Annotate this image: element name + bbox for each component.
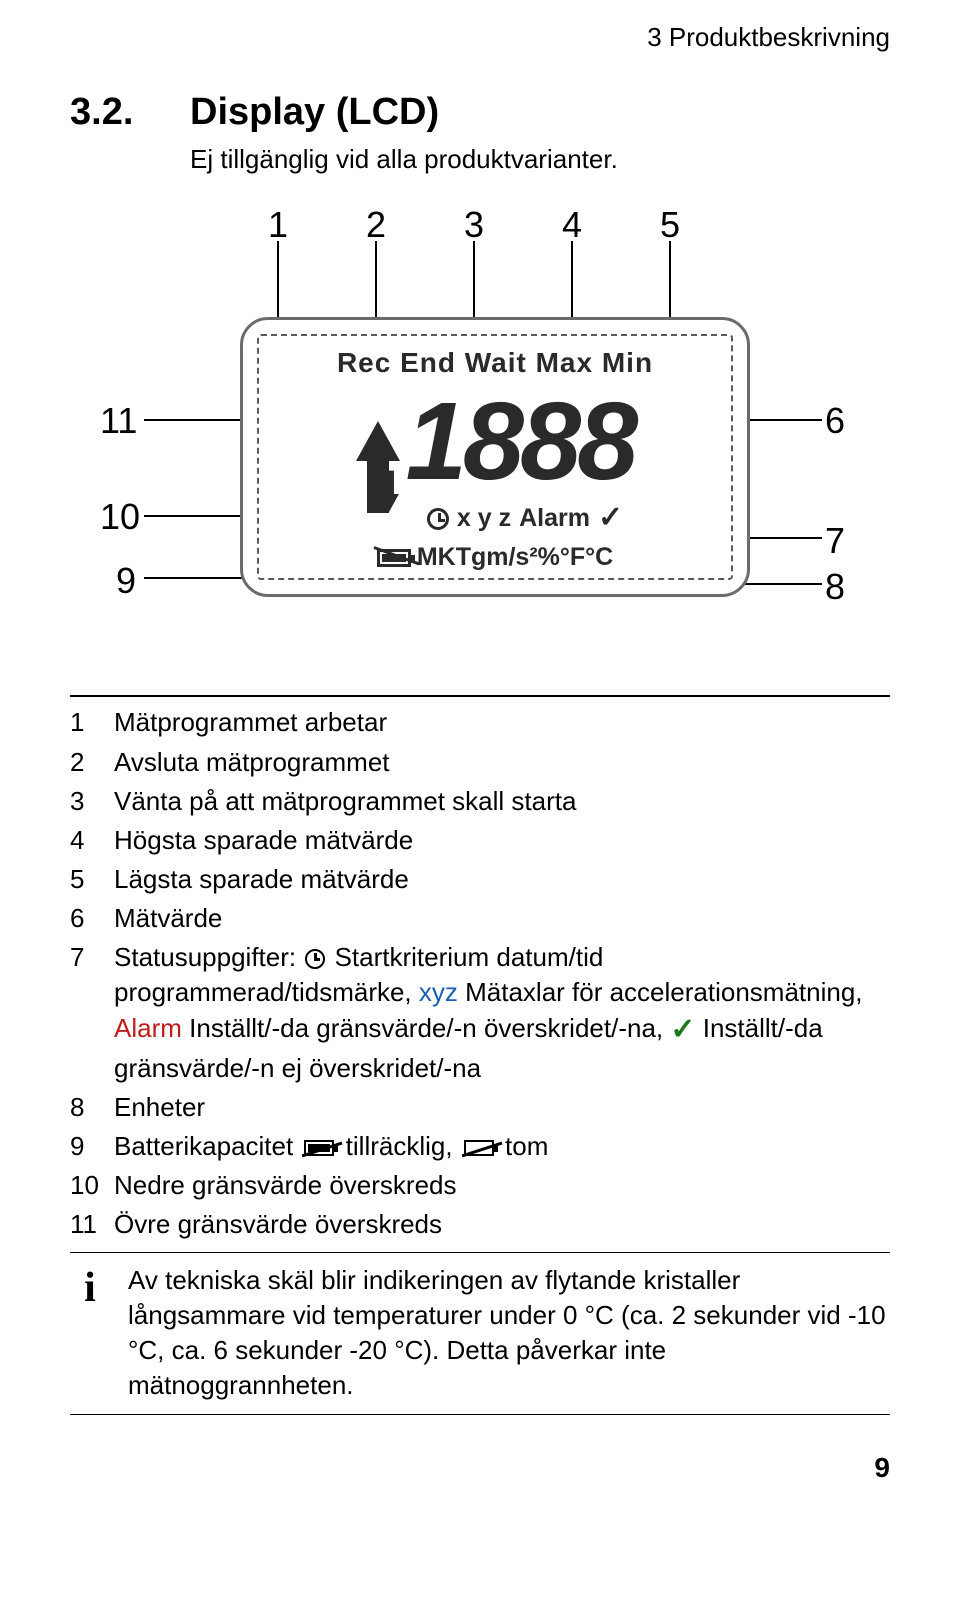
check-icon: ✓ <box>598 498 623 539</box>
lcd-diagram: 1 2 3 4 5 6 7 8 11 10 9 Rec End Wait Max… <box>70 197 890 677</box>
legend-text: Mätprogrammet arbetar <box>114 705 890 740</box>
lcd-xyz: x y z <box>457 502 511 536</box>
legend-num: 6 <box>70 901 114 936</box>
legend-item: 2 Avsluta mätprogrammet <box>70 745 890 780</box>
lcd-units: MKTgm/s²%°F°C <box>417 541 613 575</box>
legend-item: 10 Nedre gränsvärde överskreds <box>70 1168 890 1203</box>
legend-text: Övre gränsvärde överskreds <box>114 1207 890 1242</box>
legend-text: Batterikapacitet tillräcklig, tom <box>114 1129 890 1164</box>
info-text: Av tekniska skäl blir indikeringen av fl… <box>128 1263 890 1403</box>
section-title: Display (LCD) <box>190 91 439 133</box>
lcd-digit-row: 1888 <box>271 386 719 496</box>
legend-text: Mätvärde <box>114 901 890 936</box>
legend-num: 10 <box>70 1168 114 1203</box>
legend-item: 5 Lägsta sparade mätvärde <box>70 862 890 897</box>
section-heading: 3.2.Display (LCD) <box>70 87 890 138</box>
down-arrow-icon <box>379 494 399 512</box>
lcd-alarm: Alarm <box>519 502 590 536</box>
legend-num: 8 <box>70 1090 114 1125</box>
battery-icon <box>377 549 411 567</box>
clock-icon <box>305 949 325 969</box>
legend-item: 1 Mätprogrammet arbetar <box>70 705 890 740</box>
section-number: 3.2. <box>70 87 190 138</box>
legend-num: 4 <box>70 823 114 858</box>
divider <box>70 1414 890 1415</box>
info-note: i Av tekniska skäl blir indikeringen av … <box>70 1263 890 1403</box>
legend-num: 3 <box>70 784 114 819</box>
page-number: 9 <box>70 1449 890 1487</box>
legend-item: 8 Enheter <box>70 1090 890 1125</box>
battery-empty-icon <box>464 1140 494 1156</box>
legend-item: 11 Övre gränsvärde överskreds <box>70 1207 890 1242</box>
legend-item: 3 Vänta på att mätprogrammet skall start… <box>70 784 890 819</box>
legend-text: Enheter <box>114 1090 890 1125</box>
legend-text: Vänta på att mätprogrammet skall starta <box>114 784 890 819</box>
callout-8: 8 <box>825 563 845 612</box>
legend-text: Högsta sparade mätvärde <box>114 823 890 858</box>
legend: 1 Mätprogrammet arbetar 2 Avsluta mätpro… <box>70 705 890 1242</box>
legend-num: 9 <box>70 1129 114 1164</box>
callout-11: 11 <box>100 397 137 446</box>
legend-num: 1 <box>70 705 114 740</box>
legend-text: Statusuppgifter: Startkriterium datum/ti… <box>114 940 890 1086</box>
legend-text: Lägsta sparade mätvärde <box>114 862 890 897</box>
page-header: 3 Produktbeskrivning <box>70 20 890 55</box>
divider <box>70 1252 890 1253</box>
alarm-label: Alarm <box>114 1013 182 1043</box>
legend-num: 7 <box>70 940 114 1086</box>
battery-full-icon <box>304 1140 334 1156</box>
legend-num: 5 <box>70 862 114 897</box>
check-icon: ✓ <box>670 1013 695 1046</box>
lcd-frame: Rec End Wait Max Min 1888 x y z Alarm ✓ … <box>240 317 750 597</box>
legend-item: 4 Högsta sparade mätvärde <box>70 823 890 858</box>
lcd-digits: 1888 <box>406 392 635 491</box>
lcd-bottom-row: MKTgm/s²%°F°C <box>271 541 719 575</box>
info-icon: i <box>70 1267 110 1403</box>
legend-item: 6 Mätvärde <box>70 901 890 936</box>
callout-10: 10 <box>100 493 140 542</box>
clock-icon <box>427 508 449 530</box>
callout-7: 7 <box>825 517 845 566</box>
legend-text: Avsluta mätprogrammet <box>114 745 890 780</box>
section-subtitle: Ej tillgänglig vid alla produktvarianter… <box>190 142 890 177</box>
lcd-status-row: Rec End Wait Max Min <box>271 344 719 382</box>
legend-item: 9 Batterikapacitet tillräcklig, tom <box>70 1129 890 1164</box>
legend-text: Nedre gränsvärde överskreds <box>114 1168 890 1203</box>
legend-num: 2 <box>70 745 114 780</box>
callout-6: 6 <box>825 397 845 446</box>
lcd-mid-row: x y z Alarm ✓ <box>271 498 719 539</box>
lcd-inner: Rec End Wait Max Min 1888 x y z Alarm ✓ … <box>257 334 733 580</box>
legend-num: 11 <box>70 1207 114 1242</box>
xyz-label: xyz <box>419 977 458 1007</box>
legend-item: 7 Statusuppgifter: Startkriterium datum/… <box>70 940 890 1086</box>
callout-9: 9 <box>116 557 136 606</box>
divider <box>70 695 890 697</box>
